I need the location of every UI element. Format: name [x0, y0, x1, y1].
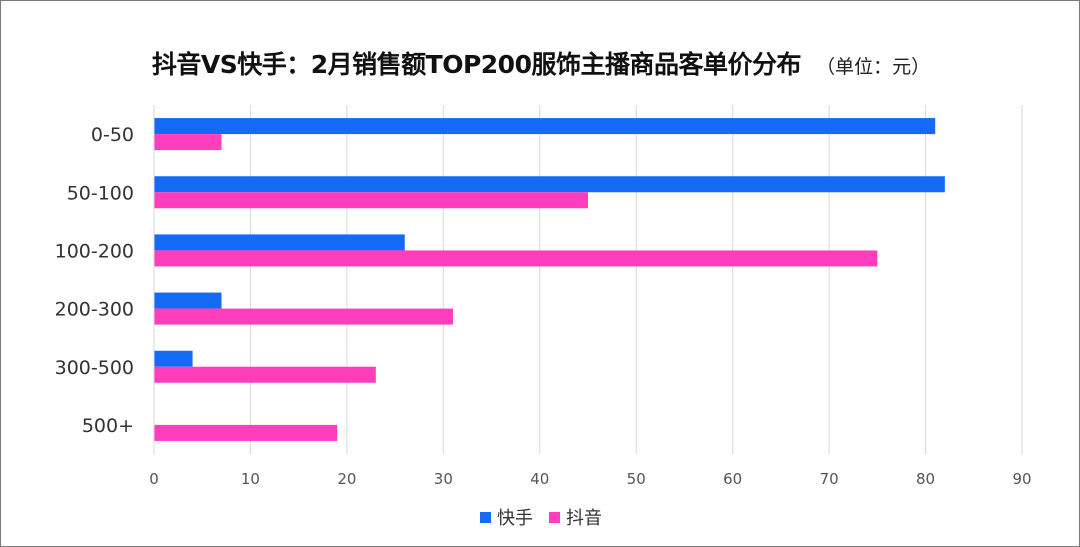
category-label: 100-200 — [55, 240, 134, 262]
x-tick-label: 60 — [723, 470, 742, 488]
legend-item-douyin: 抖音 — [549, 504, 602, 530]
x-tick-label: 80 — [916, 470, 935, 488]
chart-title: 抖音VS快手：2月销售额TOP200服饰主播商品客单价分布 — [151, 50, 802, 79]
bar-kuaishou-1 — [154, 176, 945, 193]
x-tick-label: 90 — [1012, 470, 1031, 488]
category-label: 200-300 — [55, 299, 134, 321]
bar-kuaishou-3 — [154, 292, 222, 309]
bar-kuaishou-2 — [154, 234, 405, 251]
bar-douyin-5 — [154, 424, 338, 441]
legend-swatch — [549, 511, 560, 523]
legend-swatch — [480, 511, 491, 523]
x-tick-label: 0 — [149, 470, 159, 488]
bar-douyin-1 — [154, 192, 588, 209]
bar-kuaishou-4 — [154, 350, 193, 367]
bar-douyin-2 — [154, 250, 878, 267]
category-label: 500+ — [82, 415, 134, 437]
chart-title-row: 抖音VS快手：2月销售额TOP200服饰主播商品客单价分布 （单位：元） — [1, 45, 1080, 81]
x-tick-label: 30 — [434, 470, 453, 488]
legend-label: 快手 — [497, 508, 533, 529]
x-tick-label: 50 — [627, 470, 646, 488]
category-label: 50-100 — [67, 182, 134, 204]
bar-douyin-3 — [154, 308, 453, 325]
x-tick-label: 20 — [337, 470, 356, 488]
x-tick-label: 40 — [530, 470, 549, 488]
category-label: 300-500 — [55, 357, 134, 379]
legend-item-kuaishou: 快手 — [480, 504, 533, 530]
category-label: 0-50 — [91, 124, 134, 146]
x-tick-label: 70 — [820, 470, 839, 488]
bar-douyin-4 — [154, 366, 376, 383]
bar-douyin-0 — [154, 134, 222, 151]
chart-legend: 快手 抖音 — [1, 504, 1080, 530]
x-tick-label: 10 — [241, 470, 260, 488]
unit-note: （单位：元） — [816, 56, 931, 78]
bar-kuaishou-0 — [154, 118, 936, 135]
legend-label: 抖音 — [566, 508, 602, 529]
